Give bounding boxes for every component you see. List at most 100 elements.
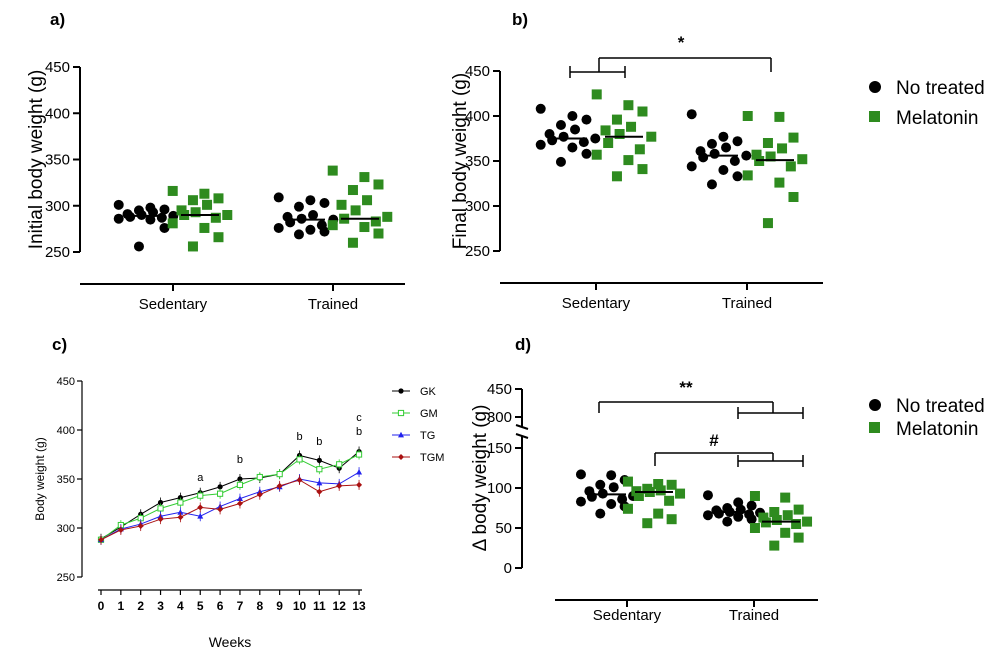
y-tick-label: 150 bbox=[487, 440, 512, 457]
point-no-treated bbox=[293, 229, 304, 240]
y-tick-label: 50 bbox=[495, 520, 512, 537]
point-melatonin bbox=[591, 149, 602, 160]
axis-break-mark bbox=[515, 424, 529, 430]
legend-label-no-treated: No treated bbox=[896, 396, 985, 417]
point-melatonin bbox=[655, 485, 666, 496]
x-tick-label: 1 bbox=[118, 599, 125, 613]
point-melatonin bbox=[762, 218, 773, 229]
point-no-treated bbox=[156, 212, 167, 223]
y-tick-label: 300 bbox=[487, 409, 512, 426]
point-gm bbox=[276, 471, 283, 478]
series-line-gk bbox=[100, 451, 360, 540]
panel-label-a: a) bbox=[50, 10, 65, 29]
point-melatonin bbox=[327, 165, 338, 176]
annotation-letter: b bbox=[316, 436, 322, 448]
point-no-treated bbox=[555, 120, 566, 130]
point-gk bbox=[237, 476, 243, 482]
point-no-treated bbox=[273, 222, 284, 233]
point-no-treated bbox=[319, 197, 330, 208]
point-melatonin bbox=[213, 232, 224, 243]
point-no-treated bbox=[581, 114, 592, 125]
point-melatonin bbox=[187, 241, 198, 252]
point-no-treated bbox=[305, 195, 316, 206]
point-melatonin bbox=[167, 185, 178, 196]
point-melatonin bbox=[370, 216, 381, 227]
point-gm bbox=[197, 492, 204, 499]
point-no-treated bbox=[145, 214, 156, 225]
point-tg bbox=[356, 468, 363, 475]
x-tick-label: 7 bbox=[237, 599, 244, 613]
point-no-treated bbox=[586, 491, 597, 502]
point-melatonin bbox=[646, 131, 657, 142]
point-no-treated bbox=[535, 103, 546, 114]
legend-label-gk: GK bbox=[420, 386, 437, 398]
point-melatonin bbox=[788, 192, 799, 202]
point-no-treated bbox=[578, 137, 589, 148]
sig-label: # bbox=[709, 431, 719, 450]
point-melatonin bbox=[167, 218, 178, 229]
x-tick-label: 10 bbox=[293, 599, 307, 613]
point-melatonin bbox=[653, 479, 664, 489]
point-gm bbox=[217, 490, 224, 497]
point-gm bbox=[355, 451, 363, 458]
point-melatonin bbox=[777, 143, 788, 154]
point-tgm bbox=[217, 506, 224, 513]
point-gm bbox=[316, 466, 323, 473]
x-tick-label: 12 bbox=[333, 599, 347, 613]
point-melatonin bbox=[622, 476, 633, 487]
point-melatonin bbox=[359, 222, 370, 233]
legend-marker-gm bbox=[397, 409, 405, 417]
point-melatonin bbox=[591, 89, 602, 100]
annotation-letter: b bbox=[356, 426, 362, 438]
legend-marker-tgm bbox=[398, 454, 404, 460]
point-no-treated bbox=[305, 224, 316, 235]
point-gm bbox=[236, 481, 244, 488]
point-melatonin bbox=[611, 114, 622, 125]
point-melatonin bbox=[793, 532, 804, 543]
point-tg bbox=[197, 513, 204, 519]
point-melatonin bbox=[666, 514, 677, 525]
point-melatonin bbox=[600, 125, 611, 136]
point-melatonin bbox=[190, 207, 201, 218]
y-tick-label: 450 bbox=[45, 59, 70, 76]
point-tgm bbox=[117, 526, 124, 533]
legend-label-melatonin: Melatonin bbox=[896, 419, 978, 440]
point-melatonin bbox=[785, 161, 796, 172]
series-line-tg bbox=[100, 471, 360, 541]
y-axis-title: Initial body weight (g) bbox=[26, 70, 47, 250]
point-no-treated bbox=[293, 201, 304, 212]
point-tgm bbox=[256, 491, 263, 498]
point-no-treated bbox=[746, 500, 757, 511]
x-category-label: Sedentary bbox=[562, 295, 631, 312]
point-melatonin bbox=[802, 516, 813, 527]
point-melatonin bbox=[327, 220, 338, 231]
y-tick-label: 250 bbox=[465, 243, 490, 260]
point-no-treated bbox=[721, 142, 732, 153]
y-tick-label: 450 bbox=[57, 376, 75, 388]
y-tick-label: 350 bbox=[57, 474, 75, 486]
point-melatonin bbox=[382, 211, 393, 222]
point-tgm bbox=[316, 488, 323, 495]
point-tgm bbox=[98, 536, 104, 543]
axis-break-mark bbox=[515, 433, 529, 439]
point-no-treated bbox=[308, 210, 319, 220]
point-no-treated bbox=[570, 124, 581, 135]
legend-marker-gk bbox=[398, 388, 404, 394]
point-melatonin bbox=[350, 205, 361, 216]
point-melatonin bbox=[793, 504, 804, 515]
y-tick-label: 350 bbox=[465, 153, 490, 170]
point-gk bbox=[217, 484, 223, 490]
point-no-treated bbox=[113, 199, 124, 210]
point-tgm bbox=[177, 514, 184, 521]
y-tick-label: 450 bbox=[487, 381, 512, 398]
series-line-gm bbox=[100, 454, 360, 541]
point-no-treated bbox=[702, 510, 713, 521]
sig-label: * bbox=[678, 33, 685, 52]
point-melatonin bbox=[742, 111, 753, 121]
point-melatonin bbox=[780, 527, 791, 538]
x-category-label: Sedentary bbox=[593, 607, 662, 624]
point-tgm bbox=[296, 476, 303, 483]
point-melatonin bbox=[762, 138, 773, 148]
point-tgm bbox=[197, 504, 204, 511]
point-melatonin bbox=[769, 540, 780, 551]
